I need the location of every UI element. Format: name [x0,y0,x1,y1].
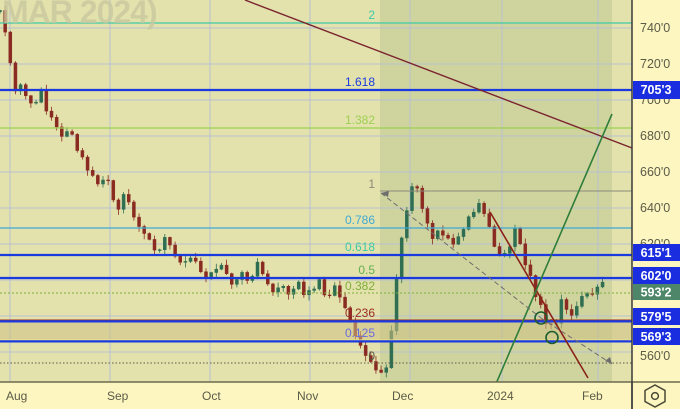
svg-text:0.125: 0.125 [345,326,375,340]
svg-text:Aug: Aug [6,389,27,403]
svg-text:720'0: 720'0 [640,57,670,71]
svg-text:602'0: 602'0 [641,269,672,283]
svg-text:593'2: 593'2 [641,286,672,300]
svg-text:0: 0 [368,349,375,363]
svg-text:Oct: Oct [202,389,221,403]
svg-text:1: 1 [368,177,375,191]
svg-text:740'0: 740'0 [640,21,670,35]
svg-text:660'0: 660'0 [640,165,670,179]
svg-text:0.786: 0.786 [345,213,375,227]
svg-text:Nov: Nov [297,389,318,403]
svg-text:0.236: 0.236 [345,306,375,320]
svg-text:Dec: Dec [392,389,413,403]
svg-text:569'3: 569'3 [641,330,672,344]
svg-text:579'5: 579'5 [641,310,672,324]
svg-text:1.618: 1.618 [345,75,375,89]
svg-text:0.382: 0.382 [345,279,375,293]
svg-text:640'0: 640'0 [640,201,670,215]
svg-text:560'0: 560'0 [640,349,670,363]
svg-text:615'1: 615'1 [641,246,672,260]
svg-text:0.618: 0.618 [345,240,375,254]
svg-text:Feb: Feb [582,389,603,403]
svg-text:0.5: 0.5 [358,263,375,277]
svg-text:MAR 2024): MAR 2024) [2,0,157,30]
svg-text:Sep: Sep [107,389,129,403]
svg-text:680'0: 680'0 [640,129,670,143]
svg-text:2: 2 [368,8,375,22]
svg-text:705'3: 705'3 [641,83,672,97]
svg-text:1.382: 1.382 [345,113,375,127]
svg-text:2024: 2024 [487,389,514,403]
